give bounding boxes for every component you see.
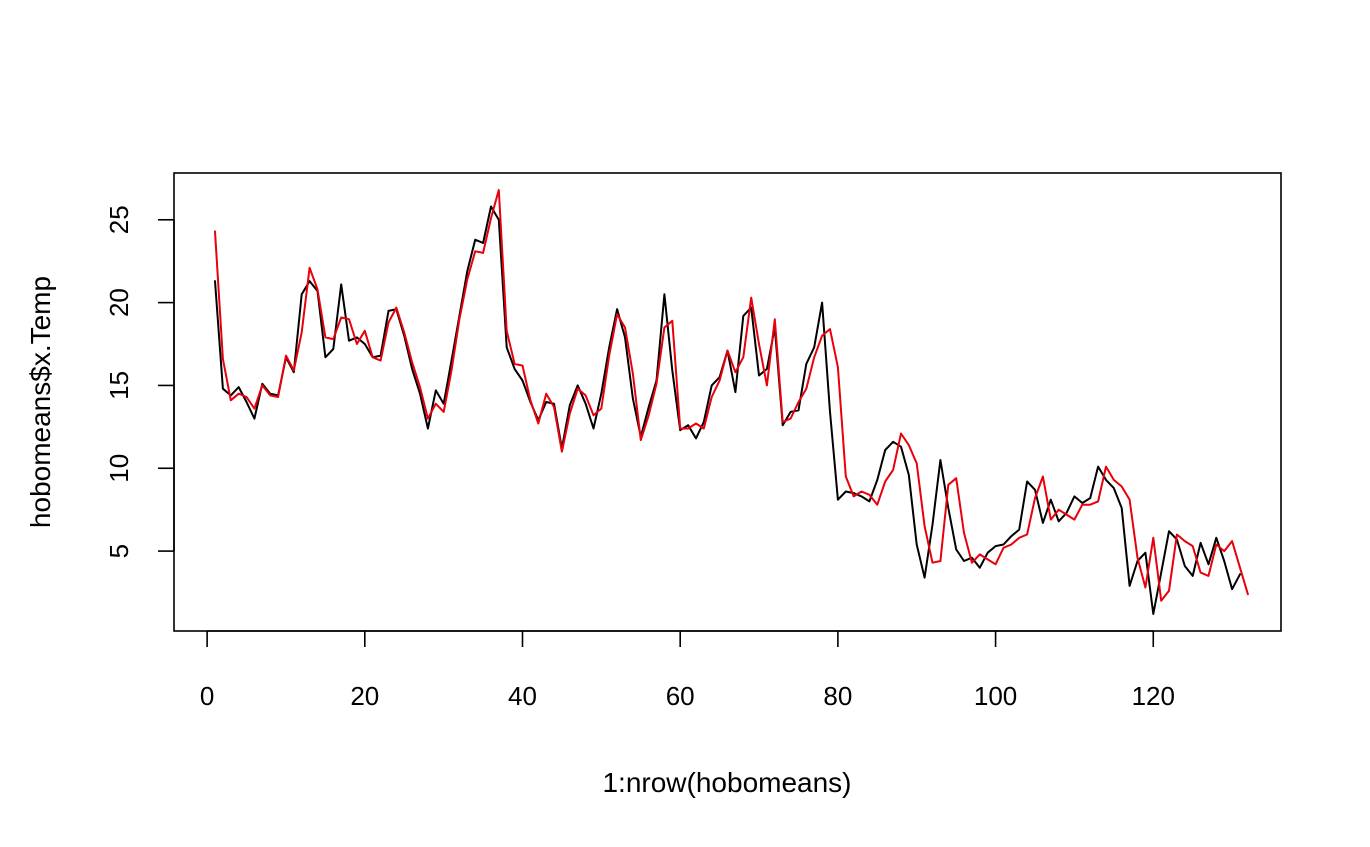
x-tick-label: 20: [350, 681, 379, 711]
series-layer: [214, 189, 1249, 615]
y-tick-label: 25: [104, 205, 134, 234]
series-line-black: [214, 205, 1241, 615]
y-axis: 5 10 15 20 25: [104, 205, 175, 558]
x-tick-label: 100: [974, 681, 1017, 711]
series-line-red: [214, 189, 1249, 602]
y-tick-label: 10: [104, 454, 134, 483]
x-tick-label: 60: [666, 681, 695, 711]
x-tick-label: 120: [1132, 681, 1175, 711]
x-axis-title: 1:nrow(hobomeans): [602, 767, 851, 798]
y-axis-title: hobomeans$x.Temp: [25, 276, 56, 528]
y-tick-label: 20: [104, 288, 134, 317]
x-tick-label: 40: [508, 681, 537, 711]
x-tick-label: 0: [200, 681, 214, 711]
y-tick-label: 5: [104, 544, 134, 558]
x-tick-label: 80: [823, 681, 852, 711]
y-tick-label: 15: [104, 371, 134, 400]
x-axis: 0 20 40 60 80 100 120: [200, 630, 1175, 711]
plot-frame: [173, 172, 1282, 632]
